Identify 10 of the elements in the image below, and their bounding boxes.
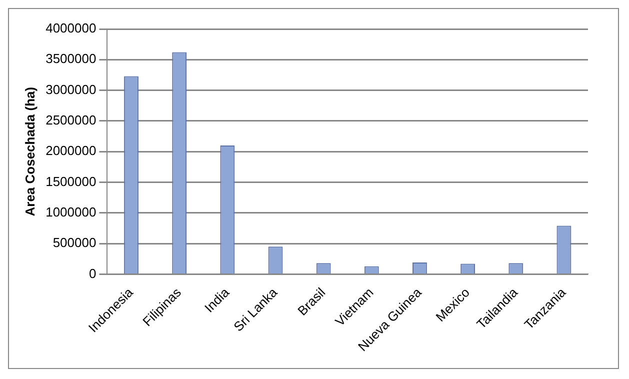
y-tick-label: 2000000 (46, 143, 96, 158)
y-tick-label: 0 (88, 266, 96, 281)
y-tick-label: 500000 (52, 235, 96, 250)
y-tick-label: 1000000 (46, 204, 96, 220)
y-tick-label: 3500000 (46, 51, 96, 66)
y-tick-label: 3000000 (46, 82, 96, 97)
y-tick-label: 4000000 (46, 20, 96, 36)
y-tick-label: 2500000 (46, 112, 96, 128)
y-axis-title: Area Cosechada (ha) (22, 86, 38, 216)
y-tick-label: 1500000 (46, 174, 96, 189)
